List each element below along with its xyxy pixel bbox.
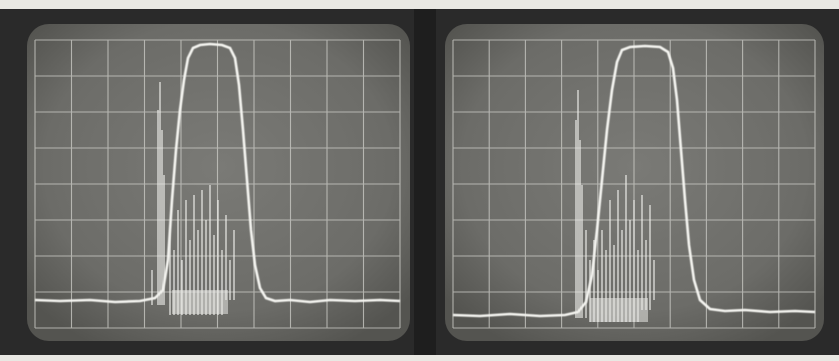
center-divider <box>414 9 436 355</box>
left-screen <box>27 24 410 341</box>
right-burst-base <box>590 298 648 322</box>
photo-bottom-border <box>0 355 839 361</box>
left-burst-base <box>172 290 228 314</box>
left-screen-face <box>27 24 410 341</box>
left-graticule <box>34 39 401 329</box>
right-screen <box>445 24 824 341</box>
photo-top-border <box>0 0 839 9</box>
